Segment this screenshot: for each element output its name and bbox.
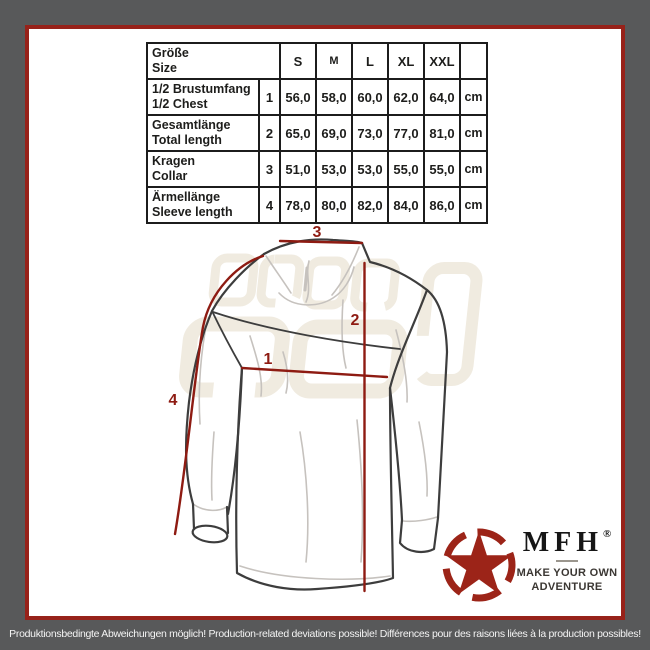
row-label: Kragen Collar: [146, 150, 260, 188]
col-header-m: M: [315, 42, 353, 80]
unit-cell: cm: [459, 78, 488, 116]
brand-name: MFH®: [522, 527, 612, 558]
value-cell: 86,0: [423, 186, 461, 224]
value-cell: 58,0: [315, 78, 353, 116]
value-cell: 73,0: [351, 114, 389, 152]
col-header-xl: XL: [387, 42, 425, 80]
value-cell: 55,0: [423, 150, 461, 188]
value-cell: 56,0: [279, 78, 317, 116]
brand-block: MFH® MAKE YOUR OWN ADVENTURE: [514, 519, 620, 594]
value-cell: 81,0: [423, 114, 461, 152]
brand-divider: [556, 560, 578, 562]
value-cell: 53,0: [351, 150, 389, 188]
row-number: 4: [258, 186, 281, 224]
value-cell: 82,0: [351, 186, 389, 224]
table-row: Gesamtlänge Total length 2 65,0 69,0 73,…: [146, 114, 488, 152]
value-cell: 84,0: [387, 186, 425, 224]
brand-tagline-line1: MAKE YOUR OWN: [516, 567, 618, 579]
col-header-s: S: [279, 42, 317, 80]
value-cell: 53,0: [315, 150, 353, 188]
value-cell: 77,0: [387, 114, 425, 152]
col-header-xxl: XXL: [423, 42, 461, 80]
value-cell: 62,0: [387, 78, 425, 116]
table-header-row: Größe Size S M L XL XXL: [146, 42, 488, 80]
value-cell: 78,0: [279, 186, 317, 224]
size-label-de: Größe: [152, 46, 189, 60]
row-label: Ärmellänge Sleeve length: [146, 186, 260, 224]
row-number: 2: [258, 114, 281, 152]
value-cell: 65,0: [279, 114, 317, 152]
value-cell: 64,0: [423, 78, 461, 116]
unit-cell: cm: [459, 186, 488, 224]
value-cell: 60,0: [351, 78, 389, 116]
table-row: 1/2 Brustumfang 1/2 Chest 1 56,0 58,0 60…: [146, 78, 488, 116]
row-number: 1: [258, 78, 281, 116]
registered-trademark: ®: [603, 528, 612, 540]
value-cell: 80,0: [315, 186, 353, 224]
brand-tagline-line2: ADVENTURE: [531, 581, 603, 593]
table-row: Ärmellänge Sleeve length 4 78,0 80,0 82,…: [146, 186, 488, 224]
row-label: 1/2 Brustumfang 1/2 Chest: [146, 78, 260, 116]
size-table: Größe Size S M L XL XXL 1/2 Brustumfang …: [146, 42, 488, 224]
disclaimer-text: Produktionsbedingte Abweichungen möglich…: [9, 628, 641, 640]
col-header-l: L: [351, 42, 389, 80]
value-cell: 55,0: [387, 150, 425, 188]
unit-cell: cm: [459, 114, 488, 152]
unit-cell: cm: [459, 150, 488, 188]
value-cell: 51,0: [279, 150, 317, 188]
row-label: Gesamtlänge Total length: [146, 114, 260, 152]
table-row: Kragen Collar 3 51,0 53,0 53,0 55,0 55,0…: [146, 150, 488, 188]
value-cell: 69,0: [315, 114, 353, 152]
row-number: 3: [258, 150, 281, 188]
size-label-en: Size: [152, 61, 178, 75]
unit-header-cell: [459, 42, 488, 80]
size-header-cell: Größe Size: [146, 42, 281, 80]
